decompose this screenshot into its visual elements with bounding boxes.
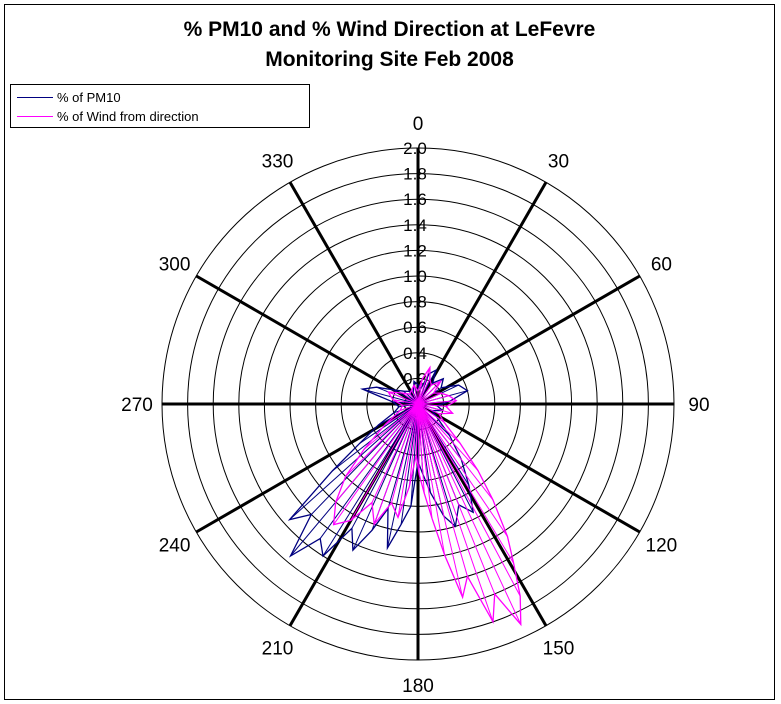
wind-spoke-point	[417, 403, 468, 577]
legend-label-pm10: % of PM10	[57, 89, 121, 105]
series-wind-line	[332, 365, 522, 627]
wind-spoke-point	[417, 403, 447, 407]
legend-item-wind: % of Wind from direction	[17, 106, 199, 126]
legend-label-wind: % of Wind from direction	[57, 108, 199, 124]
angle-label: 240	[159, 536, 191, 557]
wind-spoke-point	[417, 392, 434, 405]
wind-spoke-point	[411, 389, 419, 405]
wind-spoke-point	[388, 391, 419, 405]
wind-spoke-point	[417, 400, 457, 405]
chart-legend: % of PM10 % of Wind from direction	[10, 84, 310, 128]
pm10-spoke-point	[378, 403, 419, 426]
wind-spoke-point	[397, 403, 419, 518]
grid-spoke	[416, 403, 548, 627]
angle-label: 180	[402, 676, 434, 697]
grid-spoke	[417, 274, 641, 406]
wind-spoke-point	[417, 403, 453, 414]
pm10-spoke-point	[410, 403, 419, 507]
wind-spoke-point	[385, 403, 419, 425]
wind-spoke-point	[373, 403, 419, 525]
grid-spoke	[416, 181, 548, 405]
wind-spoke-point	[417, 403, 445, 423]
wind-spoke-point	[417, 403, 494, 622]
wind-spoke-point	[417, 395, 450, 405]
wind-spoke-point	[417, 384, 432, 405]
wind-spoke-point	[402, 403, 419, 406]
radial-tick-label: 1.0	[403, 267, 427, 286]
wind-spoke-point	[417, 403, 479, 471]
angle-label: 90	[688, 395, 709, 416]
angle-label: 30	[548, 152, 569, 173]
radial-tick-label: 0.6	[403, 318, 427, 337]
pm10-spoke-point	[322, 403, 419, 557]
grid-spoke	[288, 181, 420, 405]
wind-spoke-point	[417, 378, 431, 405]
wind-spoke-point	[417, 403, 508, 537]
wind-spoke-point	[417, 367, 431, 405]
pm10-spoke-point	[331, 403, 419, 472]
wind-spoke-point	[417, 403, 433, 519]
wind-spoke-point	[399, 403, 419, 412]
wind-spoke-point	[391, 403, 419, 504]
wind-spoke-point	[417, 403, 425, 494]
wind-spoke-point	[392, 399, 419, 405]
wind-spoke-point	[417, 381, 441, 405]
series-pm10-line	[287, 368, 475, 558]
wind-spoke-point	[345, 403, 419, 477]
grid-spoke	[195, 274, 419, 406]
grid-spoke	[417, 402, 641, 534]
angle-label: 60	[651, 255, 672, 276]
pm10-spoke-point	[362, 388, 419, 405]
radial-tick-label: 1.8	[403, 165, 427, 184]
wind-spoke-point	[417, 403, 494, 501]
wind-spoke-point	[417, 403, 420, 475]
wind-spoke-point	[363, 403, 419, 450]
angle-label: 150	[543, 638, 575, 659]
angle-label: 210	[262, 638, 294, 659]
wind-spoke-point	[402, 392, 419, 405]
wind-spoke-point	[409, 393, 419, 405]
chart-title-line-2: Monitoring Site Feb 2008	[265, 48, 514, 71]
wind-spoke-point	[417, 403, 521, 597]
wind-spoke-point	[333, 403, 419, 525]
radial-tick-label: 0.4	[403, 344, 427, 363]
wind-spoke-point	[417, 403, 515, 564]
radial-tick-label: 0.8	[403, 293, 427, 312]
grid-spoke	[195, 402, 419, 534]
wind-spoke-point	[350, 403, 419, 521]
legend-swatch-pm10	[17, 96, 53, 98]
wind-spoke-point	[417, 378, 423, 405]
angle-label: 0	[413, 114, 424, 135]
legend-swatch-wind	[17, 115, 53, 117]
wind-spoke-point	[417, 403, 440, 415]
wind-spoke-point	[417, 403, 522, 625]
wind-spoke-point	[415, 403, 419, 456]
wind-spoke-point	[417, 403, 446, 556]
angle-label: 120	[646, 536, 678, 557]
wind-spoke-point	[417, 403, 464, 598]
angle-label: 270	[121, 395, 153, 416]
radial-tick-label: 1.6	[403, 190, 427, 209]
pm10-spoke-point	[400, 403, 419, 525]
radial-tick-label: 1.2	[403, 241, 427, 260]
chart-title: % PM10 and % Wind Direction at LeFevre M…	[5, 15, 774, 75]
angle-label: 330	[262, 152, 294, 173]
wind-spoke-point	[417, 392, 442, 405]
pm10-spoke-point	[289, 403, 419, 520]
wind-spoke-point	[417, 403, 496, 595]
legend-item-pm10: % of PM10	[17, 87, 121, 107]
pm10-spoke-point	[386, 403, 419, 549]
wind-spoke-point	[335, 403, 419, 503]
wind-spoke-point	[417, 403, 461, 444]
pm10-spoke-point	[351, 403, 419, 529]
angle-label: 300	[159, 255, 191, 276]
wind-spoke-point	[371, 403, 419, 503]
wind-spoke-point	[413, 385, 419, 405]
radial-tick-label: 1.4	[403, 216, 427, 235]
wind-spoke-point	[408, 403, 419, 487]
chart-title-line-1: % PM10 and % Wind Direction at LeFevre	[183, 18, 596, 41]
radial-tick-label: 2.0	[403, 139, 427, 158]
